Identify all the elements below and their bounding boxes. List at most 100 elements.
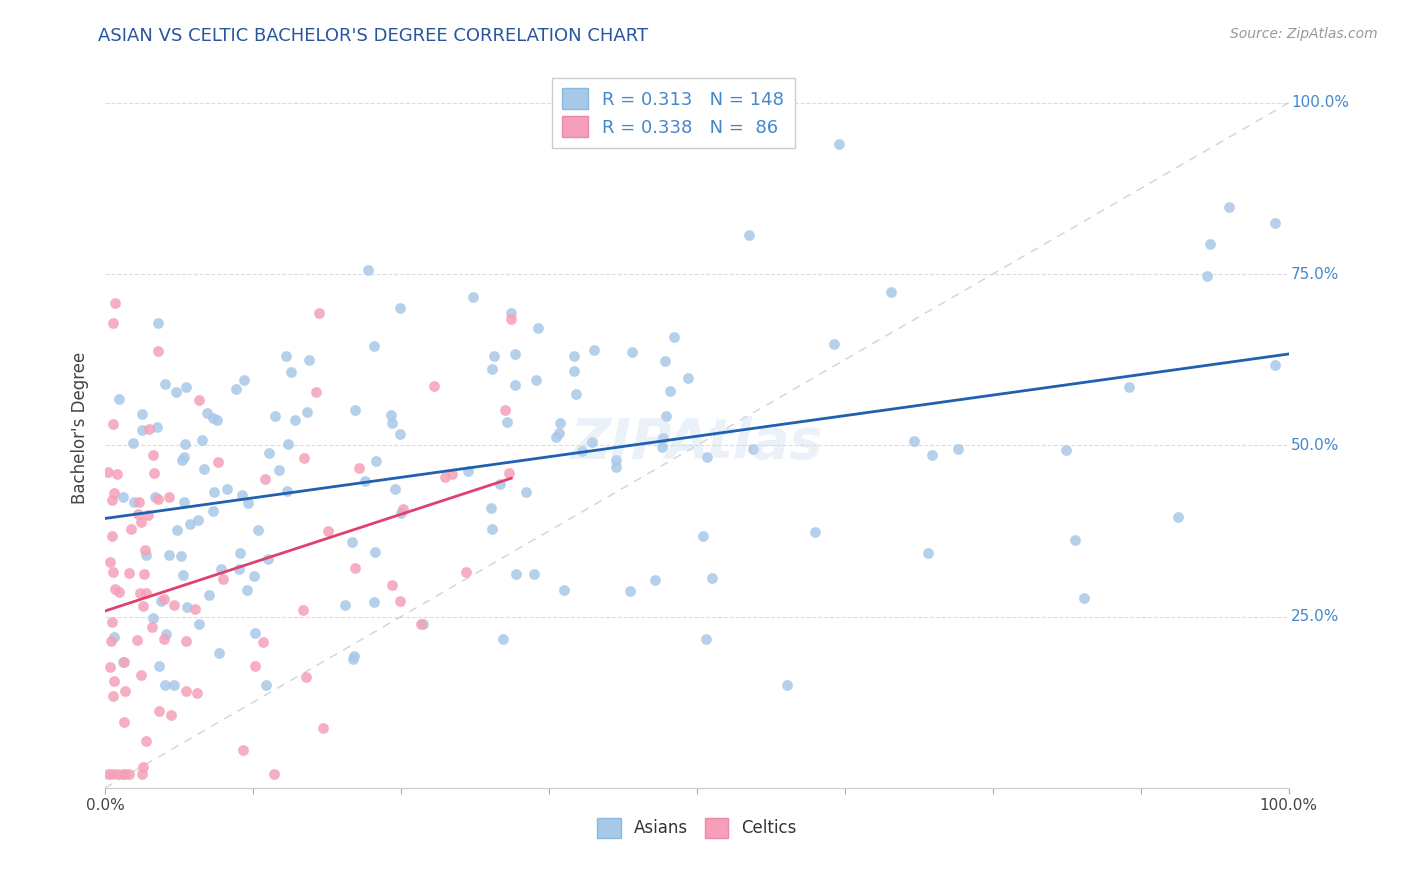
Point: [284, 412, 307, 426]
Point: [524, 373, 547, 387]
Point: [148, 492, 170, 507]
Point: [131, 760, 153, 774]
Point: [256, 552, 278, 566]
Point: [127, 508, 149, 522]
Point: [343, 403, 366, 417]
Point: [917, 546, 939, 560]
Point: [131, 767, 153, 781]
Point: [523, 566, 546, 581]
Point: [193, 461, 215, 475]
Point: [105, 467, 128, 482]
Point: [311, 721, 333, 735]
Point: [482, 349, 505, 363]
Point: [121, 436, 143, 450]
Text: Source: ZipAtlas.com: Source: ZipAtlas.com: [1230, 27, 1378, 41]
Point: [292, 603, 315, 617]
Point: [571, 444, 593, 458]
Point: [501, 311, 523, 326]
Point: [103, 631, 125, 645]
Point: [100, 634, 122, 648]
Point: [103, 316, 125, 330]
Point: [481, 522, 503, 536]
Point: [212, 572, 235, 586]
Point: [118, 767, 141, 781]
Point: [184, 601, 207, 615]
Y-axis label: Bachelor's Degree: Bachelor's Degree: [72, 352, 89, 504]
Point: [155, 627, 177, 641]
Point: [172, 568, 194, 582]
Point: [503, 378, 526, 392]
Point: [100, 659, 122, 673]
Point: [153, 376, 176, 391]
Point: [582, 343, 605, 357]
Text: ASIAN VS CELTIC BACHELOR'S DEGREE CORRELATION CHART: ASIAN VS CELTIC BACHELOR'S DEGREE CORREL…: [98, 27, 648, 45]
Point: [153, 591, 176, 606]
Point: [501, 305, 523, 319]
Point: [243, 625, 266, 640]
Point: [128, 495, 150, 509]
Text: 100.0%: 100.0%: [1291, 95, 1348, 111]
Point: [148, 344, 170, 359]
Point: [384, 482, 406, 496]
Point: [562, 364, 585, 378]
Point: [1264, 358, 1286, 372]
Point: [274, 349, 297, 363]
Point: [654, 354, 676, 368]
Point: [103, 486, 125, 500]
Point: [389, 594, 412, 608]
Point: [363, 339, 385, 353]
Point: [644, 573, 666, 587]
Point: [114, 767, 136, 781]
Point: [389, 427, 412, 442]
Point: [100, 492, 122, 507]
Point: [101, 615, 124, 629]
Point: [209, 562, 232, 576]
Point: [141, 620, 163, 634]
Point: [880, 285, 903, 300]
Point: [118, 566, 141, 580]
Point: [364, 544, 387, 558]
Point: [903, 434, 925, 449]
Point: [101, 767, 124, 781]
Point: [187, 617, 209, 632]
Point: [269, 463, 291, 477]
Point: [135, 733, 157, 747]
Point: [457, 464, 479, 478]
Point: [263, 409, 285, 424]
Point: [651, 431, 673, 445]
Point: [174, 684, 197, 698]
Point: [207, 455, 229, 469]
Point: [343, 648, 366, 663]
Point: [946, 442, 969, 456]
Point: [280, 365, 302, 379]
Point: [165, 385, 187, 400]
Point: [461, 290, 484, 304]
Point: [112, 655, 135, 669]
Point: [605, 460, 627, 475]
Point: [120, 522, 142, 536]
Point: [103, 674, 125, 689]
Point: [696, 450, 718, 465]
Point: [655, 409, 678, 423]
Point: [494, 403, 516, 417]
Point: [174, 634, 197, 648]
Point: [1073, 591, 1095, 605]
Point: [112, 714, 135, 729]
Point: [201, 504, 224, 518]
Point: [138, 422, 160, 436]
Point: [252, 635, 274, 649]
Point: [228, 562, 250, 576]
Point: [100, 529, 122, 543]
Point: [495, 416, 517, 430]
Point: [776, 678, 799, 692]
Point: [233, 374, 256, 388]
Point: [277, 436, 299, 450]
Point: [129, 515, 152, 529]
Point: [389, 506, 412, 520]
Point: [143, 490, 166, 504]
Point: [125, 632, 148, 647]
Point: [97, 465, 120, 479]
Point: [243, 569, 266, 583]
Point: [198, 588, 221, 602]
Point: [454, 565, 477, 579]
